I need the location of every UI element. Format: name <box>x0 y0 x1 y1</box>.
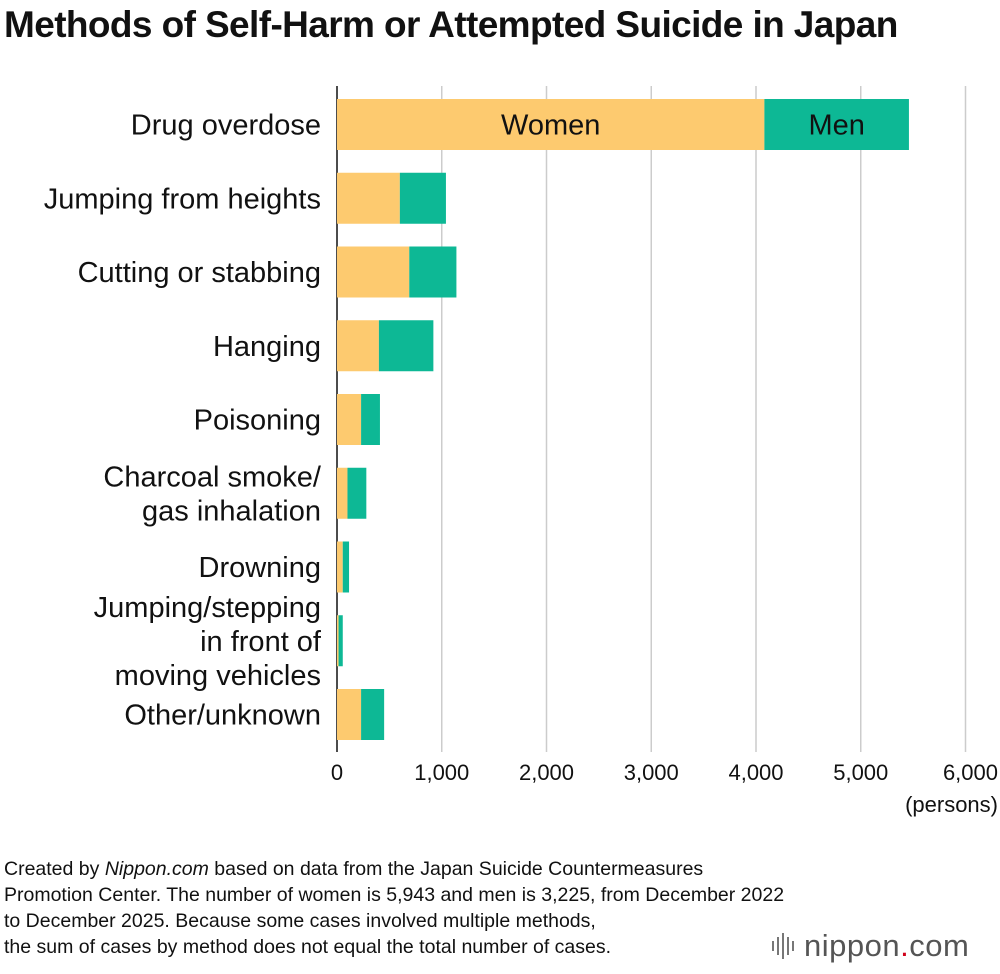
bar-women <box>337 320 379 372</box>
footer-line-1: Created by Nippon.com based on data from… <box>4 856 764 882</box>
category-label: Poisoning <box>194 405 321 437</box>
footer-line-1-prefix: Created by <box>4 858 105 880</box>
x-tick-label: 2,000 <box>519 760 574 785</box>
category-label: Cutting or stabbing <box>78 257 321 289</box>
nippon-logo: nippon.com <box>772 928 969 964</box>
footer-line-4: the sum of cases by method does not equa… <box>4 936 612 958</box>
bar-women <box>337 172 400 224</box>
x-tick-label: 4,000 <box>728 760 783 785</box>
bar-women <box>337 394 362 445</box>
bar-men <box>347 467 367 519</box>
bar-women <box>337 541 343 593</box>
legend-women-label: Women <box>501 110 600 142</box>
logo-name: nippon <box>804 928 901 963</box>
footer-note: Created by Nippon.com based on data from… <box>4 856 785 960</box>
category-label: Drowning <box>199 552 322 584</box>
bar-women <box>337 99 765 150</box>
bar-men <box>361 394 380 445</box>
category-label: Drug overdose <box>131 110 321 142</box>
bar-men <box>409 246 457 298</box>
category-label: Jumping/stepping in front of moving vehicl… <box>94 592 322 692</box>
x-unit-label: (persons) <box>905 792 998 817</box>
bar-women <box>337 246 410 298</box>
logo-dot: . <box>900 928 910 963</box>
logo-bars-icon <box>772 933 794 959</box>
category-label: Jumping from heights <box>44 183 321 215</box>
x-tick-label: 5,000 <box>833 760 888 785</box>
category-label: Charcoal smoke/gas inhalation <box>103 461 322 527</box>
logo-suffix: com <box>909 928 970 963</box>
bar-men <box>378 320 434 372</box>
footer-line-3: to December 2025. Because some cases inv… <box>4 910 596 932</box>
footer-source-name: Nippon.com <box>104 858 209 880</box>
logo-text: nippon.com <box>804 928 969 964</box>
x-tick-label: 1,000 <box>414 760 469 785</box>
category-label: Hanging <box>213 331 321 363</box>
footer-line-1-suffix: based on data from the Japan Suicide Cou… <box>208 858 704 880</box>
x-tick-label: 0 <box>331 760 343 785</box>
chart-title: Methods of Self-Harm or Attempted Suicid… <box>4 4 898 45</box>
bar-women <box>337 615 339 667</box>
bar-men <box>338 615 343 667</box>
bar-men <box>764 99 909 150</box>
x-tick-label: 6,000 <box>943 760 998 785</box>
category-label: Other/unknown <box>124 700 321 732</box>
legend-men-label: Men <box>808 110 864 142</box>
bar-chart: Drug overdose Jumping from heights Cutting… <box>44 86 998 817</box>
x-tick-label: 3,000 <box>624 760 679 785</box>
bar-men <box>361 689 385 740</box>
bar-men <box>342 541 350 593</box>
footer-line-2: Promotion Center. The number of women is… <box>4 884 785 906</box>
bar-men <box>399 172 446 224</box>
bar-women <box>337 467 348 519</box>
bar-women <box>337 689 362 740</box>
